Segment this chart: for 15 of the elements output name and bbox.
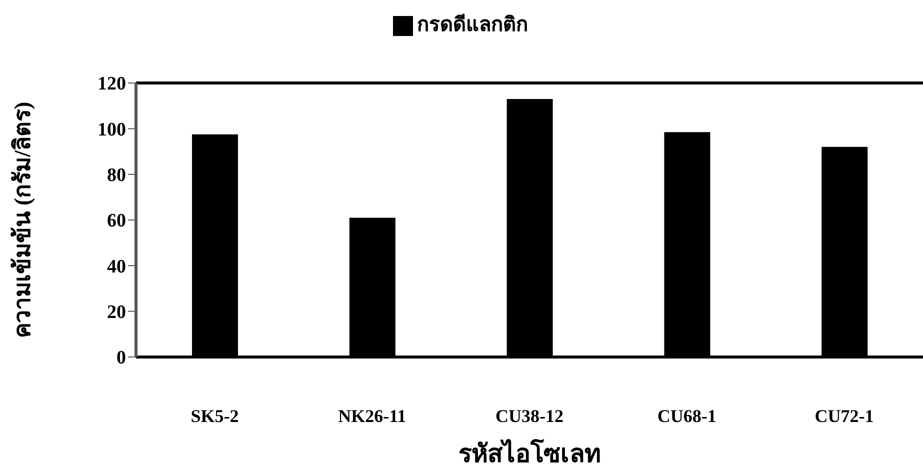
y-tick-label: 80 [107,165,126,186]
y-tick-label: 40 [107,256,126,278]
y-tick-label: 120 [98,74,126,95]
y-axis-title: ความเข้มข้น (กรัม/ลิตร) [10,102,36,338]
x-axis-title: รหัสไอโซเลท [458,438,600,468]
y-tick-label: 100 [98,119,126,140]
y-tick-label: 0 [116,348,126,369]
y-tick-label: 20 [107,302,126,324]
x-tick-label: CU38-12 [496,406,564,426]
x-tick-label: CU72-1 [814,406,874,426]
legend-label: กรดดีแลกติก [417,14,528,36]
x-tick-label: CU68-1 [657,406,716,426]
y-tick-label: 60 [107,210,126,232]
x-tick-label: NK26-11 [338,406,406,426]
x-tick-label: SK5-2 [190,406,239,426]
